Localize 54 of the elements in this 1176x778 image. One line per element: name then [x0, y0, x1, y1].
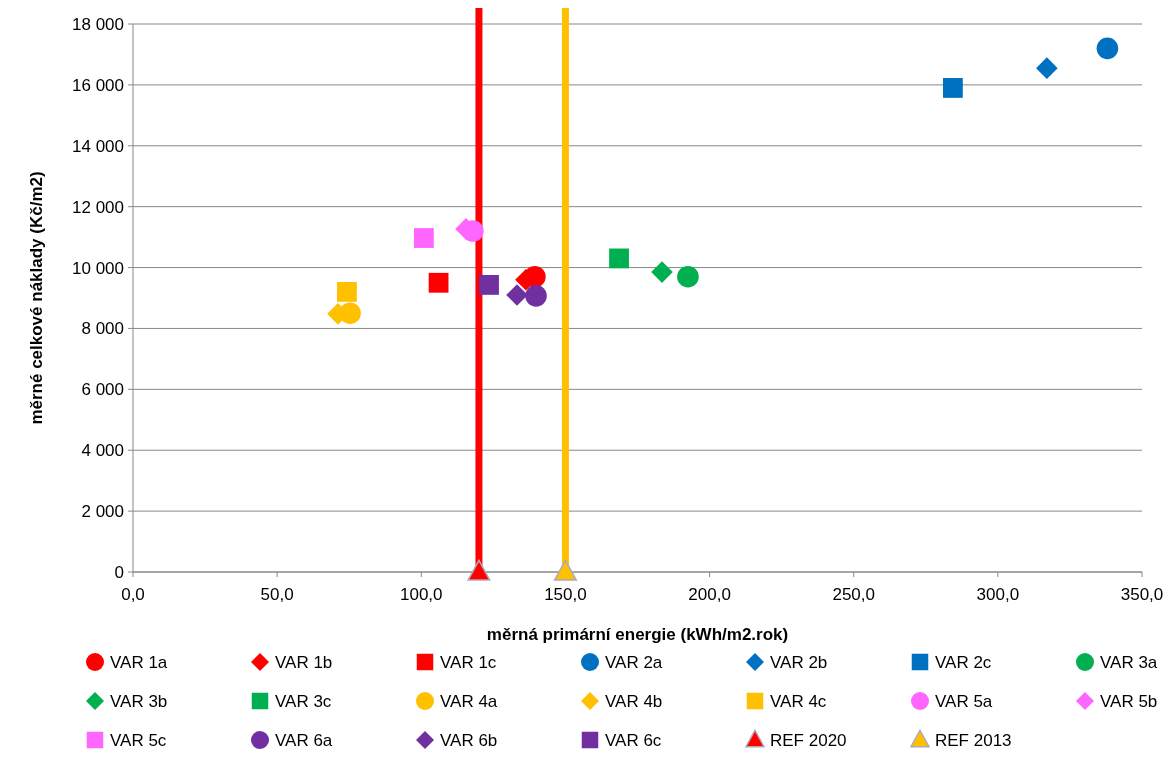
y-axis-title: měrné celkové náklady (Kč/m2)	[27, 171, 46, 425]
legend-label: VAR 1a	[110, 652, 168, 672]
legend-label: REF 2020	[770, 730, 847, 750]
legend-label: VAR 3c	[275, 691, 332, 711]
legend-label: VAR 2c	[935, 652, 992, 672]
x-tick-label: 300,0	[976, 585, 1020, 604]
y-tick-label: 8 000	[81, 319, 124, 339]
legend-label: VAR 4b	[605, 691, 663, 711]
x-tick-label: 100,0	[400, 585, 443, 604]
x-tick-label: 50,0	[260, 585, 294, 604]
y-tick-label: 18 000	[72, 14, 124, 34]
legend-label: VAR 5c	[110, 730, 167, 750]
y-tick-label: 10 000	[72, 258, 124, 278]
point	[428, 272, 449, 293]
x-tick-label: 250,0	[832, 585, 875, 604]
y-tick-label: 14 000	[72, 136, 124, 156]
legend-label: VAR 4a	[440, 691, 498, 711]
y-tick-label: 0	[114, 562, 124, 582]
x-tick-label: 350,0	[1120, 585, 1164, 604]
y-tick-label: 6 000	[81, 380, 124, 400]
legend-label: VAR 1c	[440, 652, 497, 672]
point	[609, 248, 629, 269]
point	[1036, 57, 1058, 79]
x-tick-label: 200,0	[688, 585, 731, 604]
point	[467, 559, 491, 581]
point	[525, 285, 547, 307]
point	[651, 261, 673, 283]
y-tick-label: 12 000	[72, 197, 124, 217]
y-tick-label: 16 000	[72, 75, 124, 95]
legend-label: VAR 3a	[1100, 652, 1158, 672]
point	[479, 275, 499, 295]
legend-label: VAR 2b	[770, 652, 828, 672]
y-tick-label: 4 000	[81, 441, 124, 461]
point	[553, 559, 577, 581]
legend-label: VAR 4c	[770, 691, 827, 711]
point	[506, 284, 528, 306]
x-tick-label: 0,0	[121, 585, 145, 604]
x-tick-label: 150,0	[544, 585, 587, 604]
legend-label: REF 2013	[935, 730, 1012, 750]
point	[413, 228, 434, 248]
legend-label: VAR 2a	[605, 652, 663, 672]
point	[942, 78, 963, 98]
legend-label: VAR 5a	[935, 691, 993, 711]
point	[1096, 37, 1119, 60]
legend-label: VAR 1b	[275, 652, 333, 672]
point	[677, 265, 699, 288]
y-tick-label: 2 000	[81, 502, 124, 522]
x-axis-title: měrná primární energie (kWh/m2.rok)	[486, 625, 789, 644]
legend-label: VAR 5b	[1100, 691, 1158, 711]
legend-label: VAR 3b	[110, 691, 168, 711]
legend-label: VAR 6a	[275, 730, 333, 750]
legend-label: VAR 6c	[605, 730, 662, 750]
legend-label: VAR 6b	[440, 730, 498, 750]
point	[337, 282, 357, 302]
